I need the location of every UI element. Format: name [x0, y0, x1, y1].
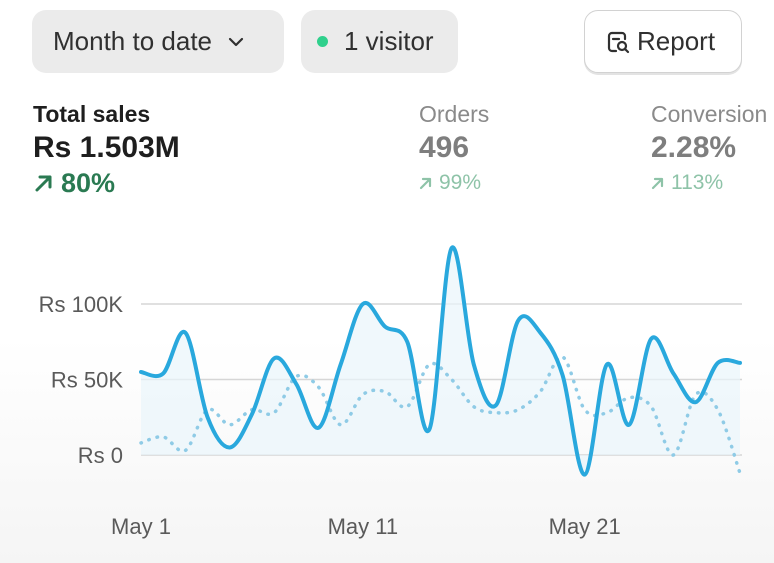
metric-orders[interactable]: Orders 496 99% [419, 100, 489, 198]
arrow-up-right-icon [651, 177, 664, 190]
metric-label: Conversion [651, 101, 768, 127]
series-current-line [139, 245, 742, 477]
metric-change: 80% [33, 168, 180, 198]
report-label: Report [637, 26, 716, 56]
visitor-count: 1 visitor [344, 26, 434, 56]
metric-value: 496 [419, 131, 470, 164]
sales-line-chart[interactable]: Rs 0 Rs 50K Rs 100K May 1 May 11 May 21 [0, 230, 774, 563]
report-button[interactable]: Report [584, 10, 742, 73]
y-axis-labels: Rs 0 Rs 50K Rs 100K [39, 292, 124, 468]
arrow-up-right-icon [419, 177, 432, 190]
metric-value: 2.28% [651, 131, 737, 164]
x-tick-label: May 11 [328, 514, 399, 539]
x-tick-label: May 21 [549, 514, 621, 539]
y-tick-label: Rs 100K [39, 292, 124, 317]
date-range-selector[interactable]: Month to date [32, 10, 284, 73]
y-tick-label: Rs 50K [51, 368, 123, 393]
report-search-icon [607, 31, 630, 53]
live-visitors-button[interactable]: 1 visitor [301, 10, 458, 73]
metric-value: Rs 1.503M [33, 131, 180, 164]
metric-label: Total sales [33, 101, 151, 127]
metric-change-value: 99% [439, 171, 482, 194]
chart-series [139, 245, 742, 477]
x-tick-label: May 1 [111, 514, 171, 539]
arrow-up-right-icon [35, 175, 52, 192]
metric-label: Orders [419, 101, 490, 127]
metric-change: 99% [419, 168, 489, 198]
live-dot-icon [317, 36, 328, 47]
metric-change: 113% [651, 168, 767, 198]
metric-change-value: 113% [671, 171, 724, 194]
metric-conversion[interactable]: Conversion 2.28% 113% [651, 100, 767, 198]
series-current-area [141, 247, 740, 475]
y-tick-label: Rs 0 [78, 443, 123, 468]
chevron-down-icon [228, 37, 244, 46]
metric-change-value: 80% [61, 168, 116, 198]
metric-total-sales[interactable]: Total sales Rs 1.503M 80% [33, 100, 180, 198]
x-axis-labels: May 1 May 11 May 21 [111, 514, 621, 539]
date-range-label: Month to date [53, 26, 212, 56]
